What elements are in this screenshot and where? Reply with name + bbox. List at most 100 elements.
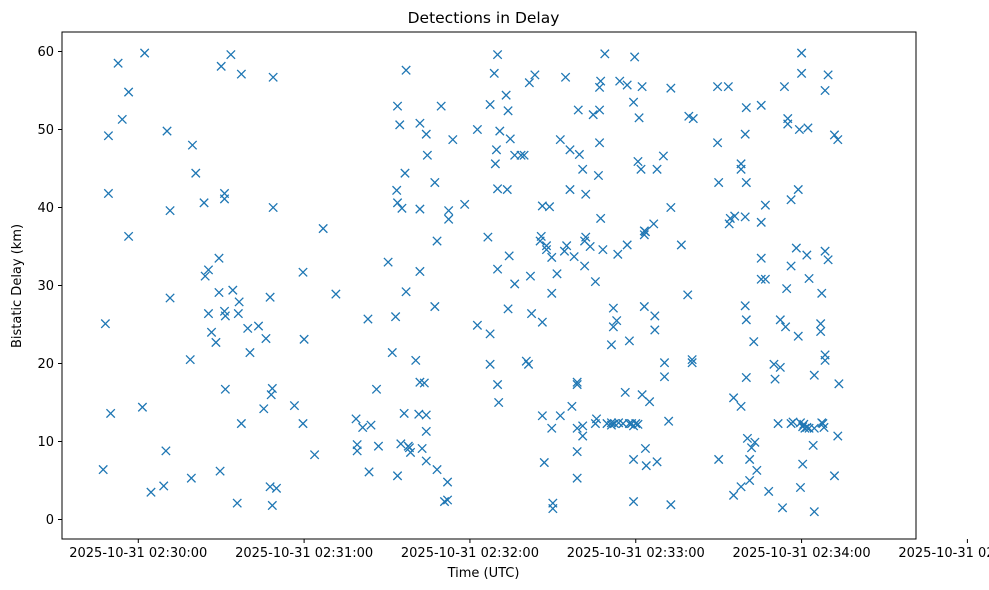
data-point: [233, 308, 243, 319]
data-point: [741, 177, 751, 188]
data-point: [245, 347, 255, 358]
data-point: [663, 416, 674, 426]
data-point: [622, 240, 632, 250]
data-point: [800, 423, 810, 433]
data-point: [809, 370, 819, 380]
data-point: [206, 327, 217, 337]
data-point: [780, 322, 791, 332]
data-point: [552, 269, 562, 279]
data-point: [392, 198, 403, 208]
y-tick-label: 0: [46, 513, 54, 528]
data-point: [524, 78, 535, 88]
data-point: [537, 411, 548, 421]
data-point: [773, 418, 783, 429]
data-point: [331, 289, 341, 299]
data-point: [786, 261, 796, 271]
data-point: [373, 441, 384, 451]
data-point: [364, 467, 374, 477]
data-point: [833, 134, 843, 145]
x-tick-label: 2025-10-31 02:34:00: [733, 546, 871, 561]
data-point: [485, 329, 495, 339]
data-point: [387, 347, 397, 358]
data-point: [421, 456, 431, 466]
data-point: [103, 131, 114, 141]
data-point: [397, 203, 407, 213]
data-point: [687, 358, 697, 368]
data-point: [752, 465, 762, 476]
data-point: [123, 231, 134, 242]
data-point: [298, 267, 308, 277]
data-point: [775, 315, 785, 325]
data-point: [191, 168, 201, 178]
data-point: [744, 454, 755, 465]
data-point: [779, 81, 790, 92]
data-point: [232, 498, 242, 508]
data-point: [399, 408, 409, 419]
data-point: [411, 355, 421, 366]
data-point: [802, 250, 812, 260]
data-point: [214, 253, 224, 263]
data-point: [788, 417, 798, 427]
data-point: [723, 81, 734, 92]
data-point: [796, 48, 807, 58]
data-point: [728, 490, 739, 500]
data-point: [162, 126, 172, 136]
data-point: [383, 257, 393, 267]
data-point: [764, 486, 774, 497]
data-point: [492, 49, 503, 60]
data-point: [525, 271, 536, 281]
data-point: [421, 426, 431, 437]
data-point: [802, 422, 812, 433]
data-point: [396, 439, 406, 449]
data-point: [600, 49, 610, 59]
data-point: [105, 408, 116, 419]
y-tick-label: 60: [37, 45, 54, 60]
data-point: [510, 279, 520, 289]
data-point: [613, 249, 623, 259]
data-point: [624, 336, 635, 346]
data-point: [219, 194, 230, 204]
data-point: [636, 164, 646, 174]
data-point: [555, 134, 565, 145]
data-point: [676, 240, 687, 250]
data-point: [565, 145, 575, 155]
data-point: [817, 288, 827, 298]
data-point: [796, 68, 807, 78]
data-point: [683, 290, 693, 300]
x-tick-label: 2025-10-31 02:30:00: [69, 546, 207, 561]
data-point: [442, 495, 453, 505]
data-point: [541, 244, 552, 255]
data-point: [637, 390, 647, 400]
data-point: [298, 418, 308, 429]
data-point: [536, 231, 546, 242]
data-point: [640, 443, 651, 454]
data-point: [415, 204, 425, 214]
data-point: [351, 414, 361, 424]
data-point: [318, 223, 328, 234]
data-point: [562, 241, 572, 251]
data-markers: [98, 48, 844, 517]
data-point: [544, 202, 555, 212]
data-point: [421, 410, 431, 420]
data-point: [530, 70, 540, 80]
data-point: [265, 292, 275, 302]
data-point: [741, 315, 751, 325]
data-point: [684, 111, 694, 121]
data-point: [137, 402, 148, 412]
data-point: [833, 431, 843, 441]
data-point: [504, 251, 514, 261]
data-point: [823, 255, 833, 265]
data-point: [547, 252, 557, 263]
data-point: [741, 103, 751, 113]
data-point: [794, 124, 805, 135]
data-point: [591, 414, 602, 424]
data-point: [123, 87, 134, 97]
data-point: [358, 422, 368, 433]
data-point: [714, 177, 724, 188]
data-point: [728, 393, 739, 403]
data-point: [606, 418, 617, 428]
data-point: [740, 301, 750, 311]
data-point: [472, 124, 483, 135]
data-point: [200, 271, 210, 281]
data-point: [289, 400, 300, 411]
